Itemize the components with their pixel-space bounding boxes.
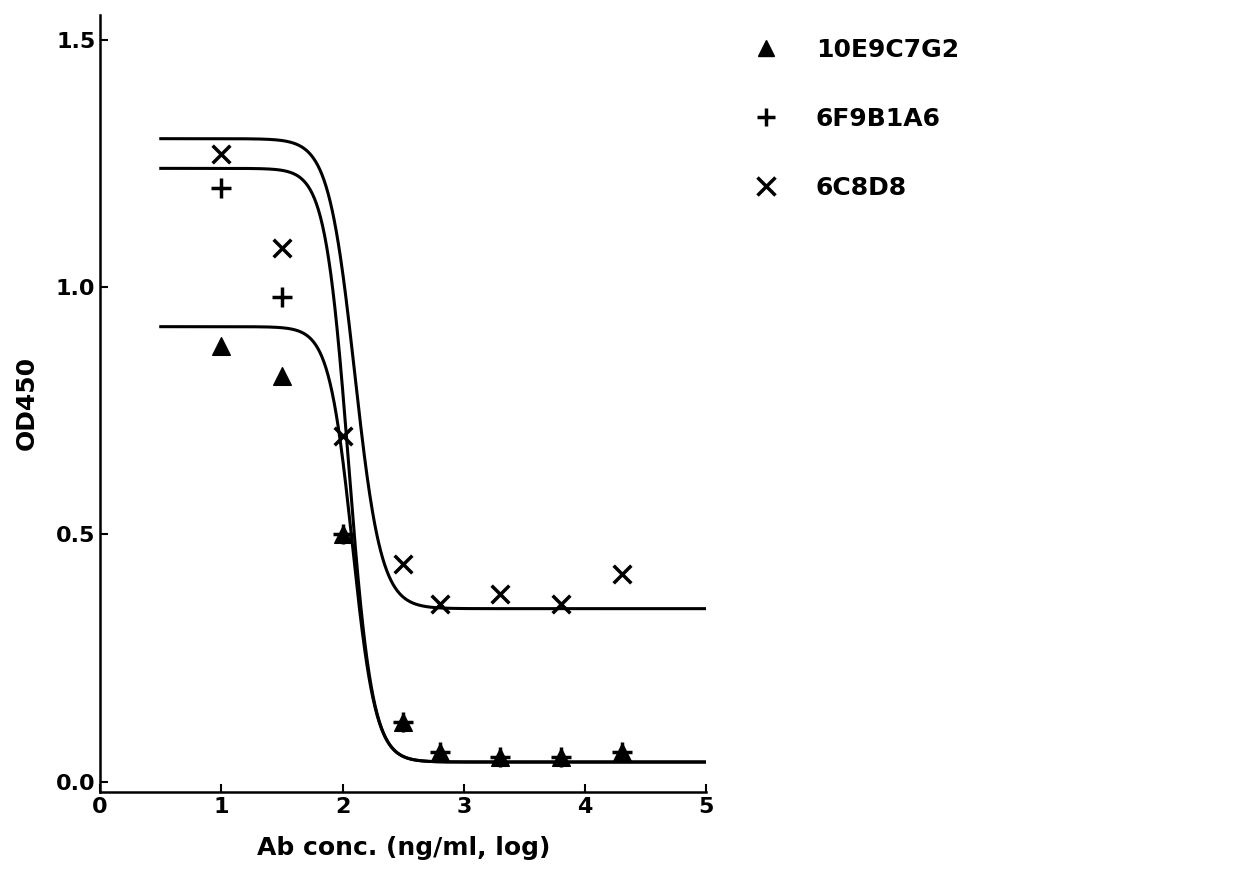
Point	[551, 597, 571, 611]
Point	[491, 750, 510, 764]
Point	[273, 290, 292, 304]
Point	[551, 750, 571, 764]
Point	[273, 241, 292, 255]
Point	[393, 716, 413, 730]
Point	[612, 746, 632, 760]
Point	[393, 716, 413, 730]
Point	[491, 750, 510, 764]
Point	[393, 557, 413, 571]
Point	[551, 750, 571, 764]
Point	[212, 146, 232, 160]
Point	[333, 429, 353, 443]
Point	[273, 369, 292, 383]
Point	[333, 528, 353, 542]
Point	[212, 181, 232, 195]
Point	[212, 340, 232, 354]
Point	[491, 587, 510, 601]
Point	[333, 528, 353, 542]
X-axis label: Ab conc. (ng/ml, log): Ab conc. (ng/ml, log)	[256, 836, 550, 860]
Point	[612, 567, 632, 581]
Point	[430, 746, 450, 760]
Point	[612, 746, 632, 760]
Legend: 10E9C7G2, 6F9B1A6, 6C8D8: 10E9C7G2, 6F9B1A6, 6C8D8	[731, 27, 969, 209]
Y-axis label: OD450: OD450	[15, 356, 38, 451]
Point	[430, 746, 450, 760]
Point	[430, 597, 450, 611]
